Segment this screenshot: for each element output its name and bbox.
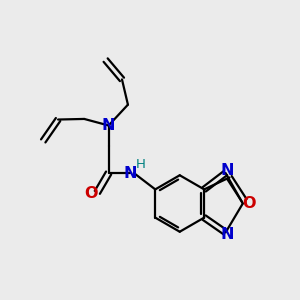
Text: N: N: [220, 227, 233, 242]
Text: O: O: [84, 186, 98, 201]
Text: N: N: [124, 166, 137, 181]
Text: H: H: [136, 158, 145, 171]
Text: N: N: [220, 163, 233, 178]
Text: N: N: [102, 118, 116, 133]
Text: O: O: [243, 196, 256, 211]
